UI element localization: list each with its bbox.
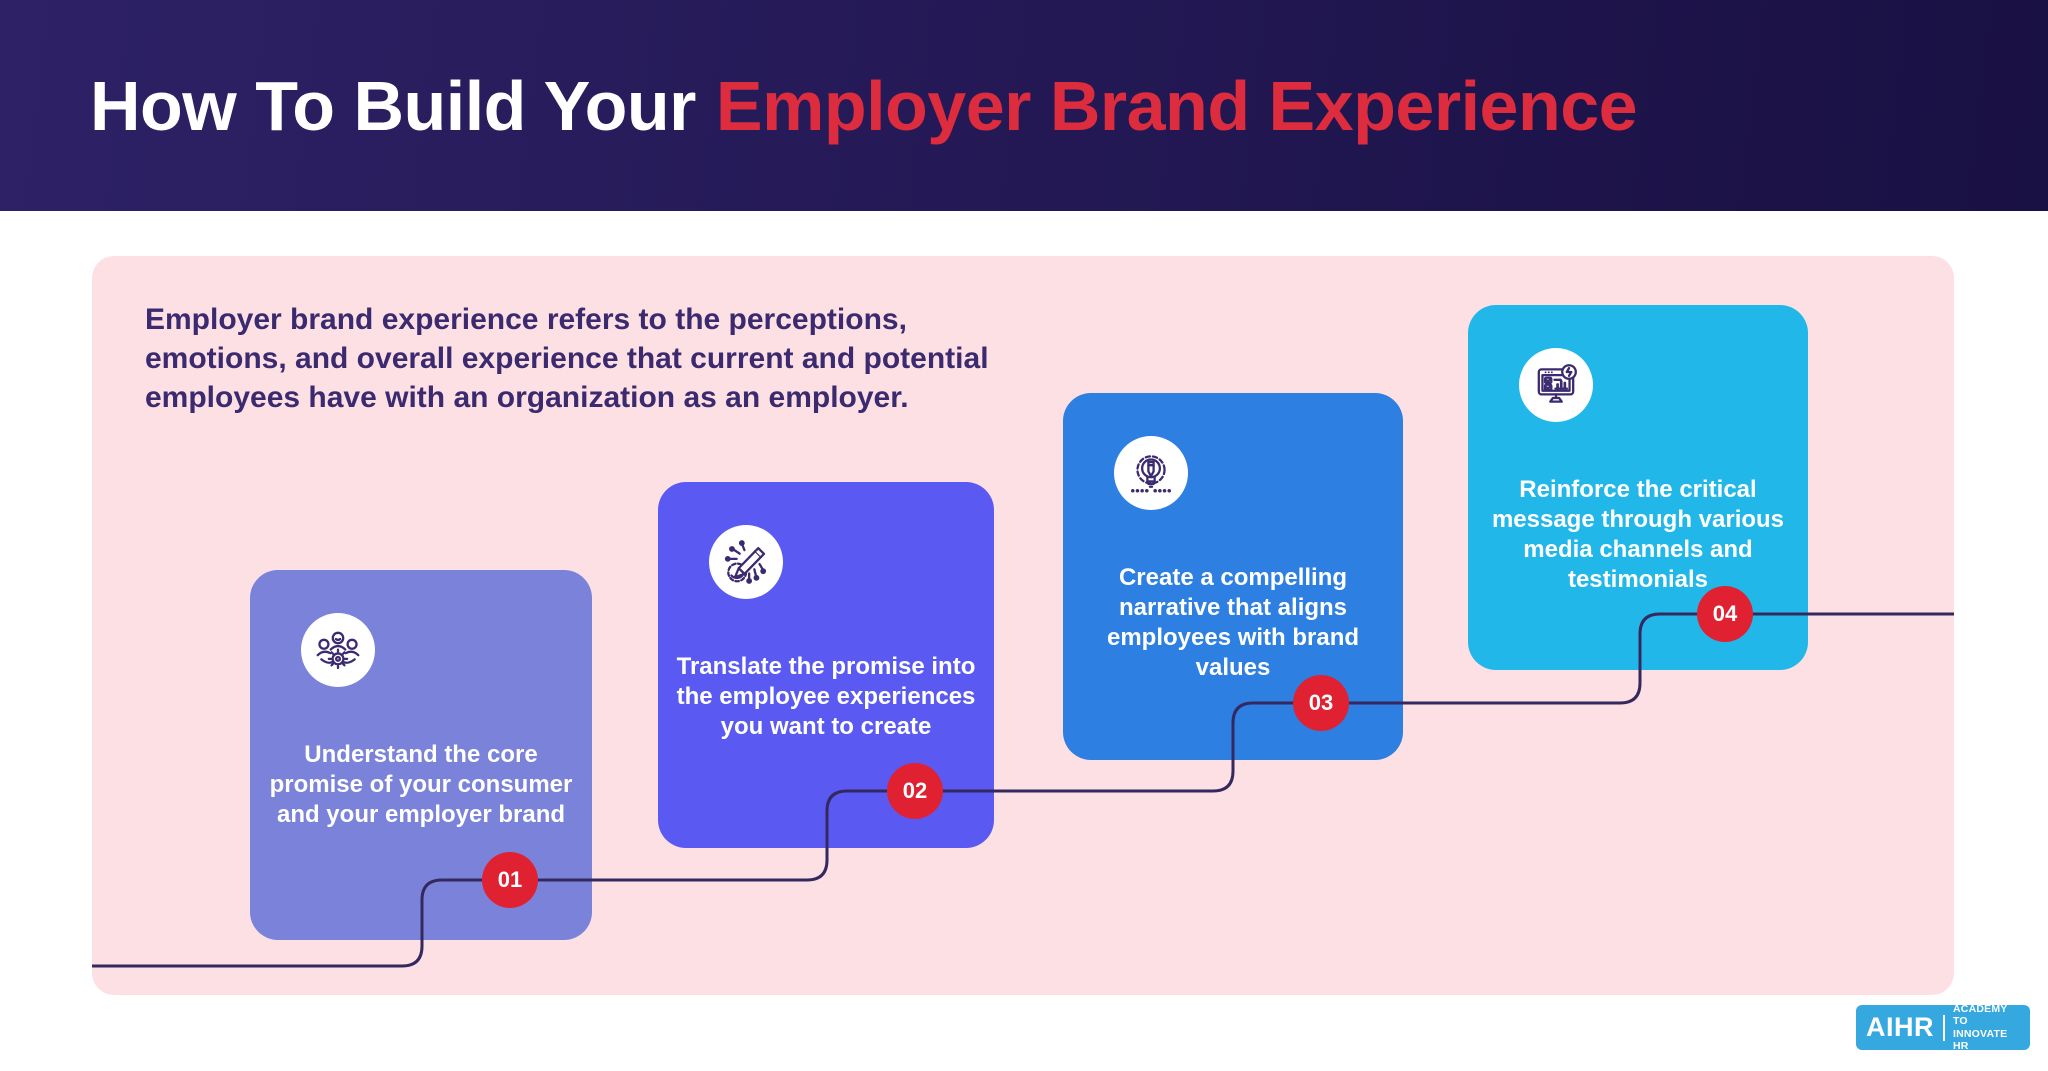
logo-tagline: ACADEMY TO INNOVATE HR — [1953, 1003, 2020, 1053]
step-text: Translate the promise into the employee … — [676, 653, 976, 740]
step-text: Understand the core promise of your cons… — [269, 741, 573, 828]
logo-tagline-line1: ACADEMY TO — [1953, 1002, 2008, 1028]
logo-tagline-line2: INNOVATE HR — [1953, 1027, 2008, 1053]
step-number-badge-1: 01 — [482, 852, 538, 908]
bulb-pencil-gear-icon — [1114, 436, 1188, 510]
step-text: Create a compelling narrative that align… — [1106, 564, 1360, 681]
page-title-white: How To Build Your — [90, 66, 696, 145]
step-card-1: Understand the core promise of your cons… — [250, 570, 592, 940]
logo-divider — [1943, 1014, 1945, 1041]
team-gear-icon — [301, 613, 375, 687]
step-card-4: Reinforce the critical message through v… — [1468, 305, 1808, 670]
step-number-badge-2: 02 — [887, 763, 943, 819]
page-title-red: Employer Brand Experience — [715, 66, 1638, 145]
aihr-wordmark: AIHR — [1866, 1012, 1934, 1042]
step-card-3: Create a compelling narrative that align… — [1063, 393, 1403, 760]
step-number-badge-4: 04 — [1697, 586, 1753, 642]
step-card-2: Translate the promise into the employee … — [658, 482, 994, 848]
aihr-logo: AIHR ACADEMY TO INNOVATE HR — [1856, 1003, 2030, 1053]
intro-paragraph: Employer brand experience refers to the … — [145, 303, 989, 414]
page-title: How To Build Your Employer Brand Experie… — [90, 0, 1638, 211]
header-banner: How To Build Your Employer Brand Experie… — [0, 0, 2048, 211]
step-text: Reinforce the critical message through v… — [1491, 476, 1785, 593]
pencil-circuit-icon — [709, 525, 783, 599]
monitor-checklist-icon — [1519, 348, 1593, 422]
step-number-badge-3: 03 — [1293, 675, 1349, 731]
